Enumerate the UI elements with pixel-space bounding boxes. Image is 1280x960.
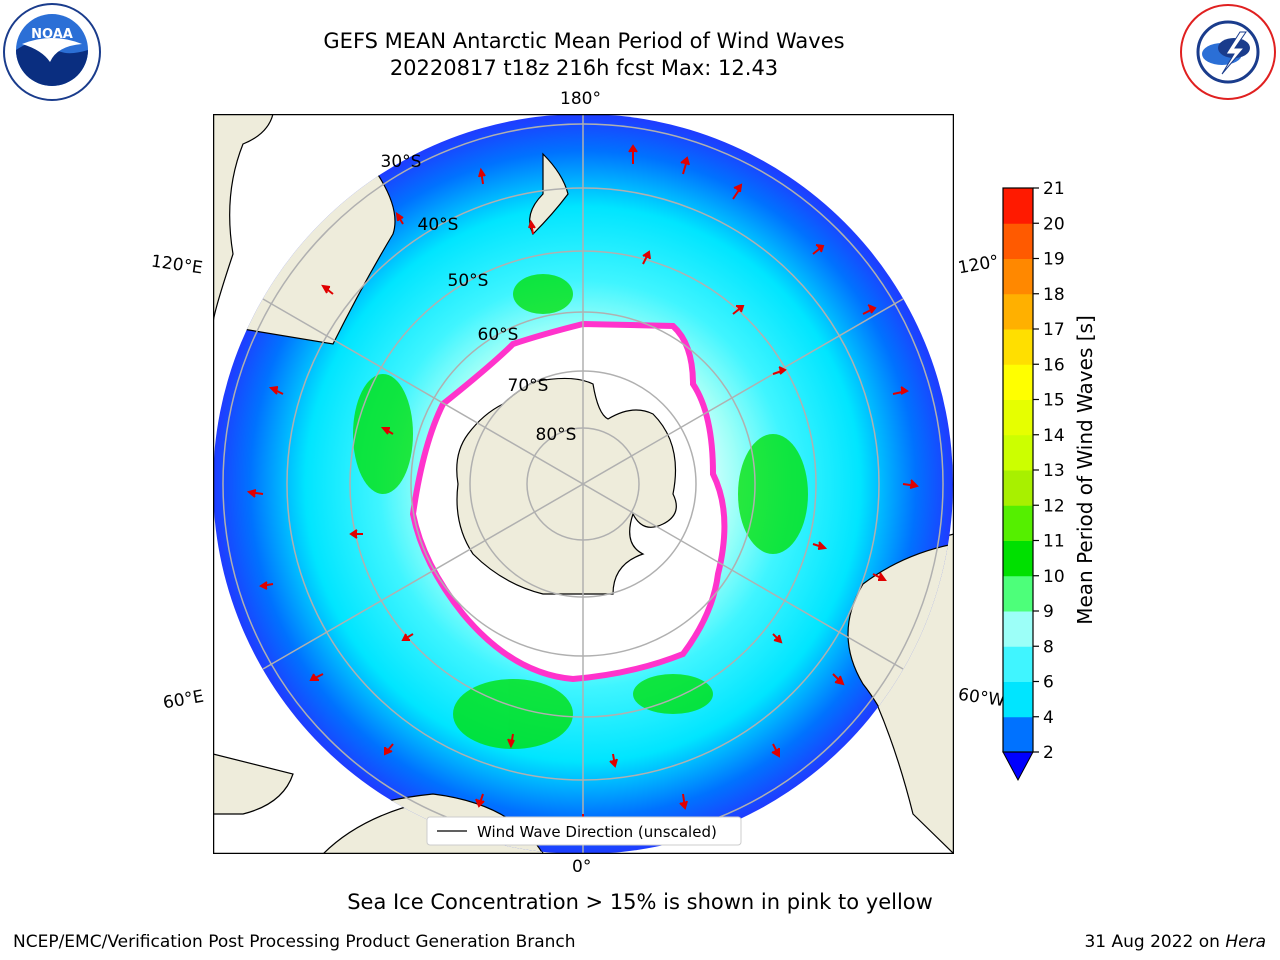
colorbar-segment	[1003, 470, 1033, 506]
noaa-logo-text: NOAA	[31, 27, 73, 42]
lat-label-70s: 70°S	[508, 376, 549, 396]
lat-label-30s: 30°S	[381, 152, 422, 172]
colorbar-segment	[1003, 575, 1033, 612]
colorbar-tick-label: 8	[1043, 637, 1054, 657]
credit-text: NCEP/EMC/Verification Post Processing Pr…	[13, 932, 576, 952]
colorbar: 2 4 6 8 9 10 11 12 13 14 15 16 17 18 19 20 21	[985, 179, 1145, 790]
map-legend: Wind Wave Direction (unscaled)	[426, 816, 742, 846]
lon-label-0: 0°	[572, 857, 592, 877]
colorbar-segment	[1003, 681, 1033, 718]
colorbar-segment	[1003, 399, 1033, 436]
madagascar-land	[213, 753, 294, 815]
colorbar-segment	[1003, 646, 1033, 682]
lat-label-80s: 80°S	[536, 425, 577, 445]
colorbar-tick-label: 10	[1043, 567, 1065, 587]
polar-map: 30°S 40°S 50°S 60°S 70°S 80°S Wind Wave …	[213, 114, 954, 854]
noaa-logo: NOAA	[2, 2, 102, 106]
australia-land	[213, 114, 274, 325]
nws-logo	[1178, 2, 1278, 106]
colorbar-segment	[1003, 223, 1033, 259]
colorbar-tick-label: 17	[1043, 320, 1065, 340]
colorbar-tick-label: 12	[1043, 496, 1065, 516]
colorbar-segment	[1003, 434, 1033, 471]
colorbar-tick-label: 11	[1043, 532, 1065, 552]
colorbar-segment	[1003, 611, 1033, 647]
colorbar-tick-label: 14	[1043, 426, 1065, 446]
legend-label: Wind Wave Direction (unscaled)	[477, 823, 717, 841]
lon-label-120e: 120°E	[149, 251, 204, 279]
colorbar-segment	[1003, 364, 1033, 400]
lon-label-60e: 60°E	[161, 686, 206, 714]
lon-label-180: 180°	[560, 89, 601, 109]
chart-title: GEFS MEAN Antarctic Mean Period of Wind …	[323, 29, 845, 53]
colorbar-tick-label: 18	[1043, 285, 1065, 305]
colorbar-segment	[1003, 293, 1033, 330]
wind-wave-arrows	[246, 144, 919, 830]
chart-subtitle: 20220817 t18z 216h fcst Max: 12.43	[389, 56, 779, 80]
lat-label-60s: 60°S	[478, 325, 519, 345]
date-text: 31 Aug 2022 on Hera	[1084, 932, 1266, 952]
date-value: 31 Aug 2022 on	[1084, 932, 1220, 952]
colorbar-tick-label: 9	[1043, 602, 1054, 622]
colorbar-tick-label: 13	[1043, 461, 1065, 481]
antarctica-land	[456, 377, 677, 595]
colorbar-segment	[1003, 258, 1033, 295]
high-period-patches	[353, 274, 808, 749]
host-name: Hera	[1225, 932, 1266, 952]
colorbar-tick-label: 15	[1043, 391, 1065, 411]
colorbar-segment	[1003, 716, 1033, 753]
colorbar-segment	[1003, 188, 1033, 224]
colorbar-segment	[1003, 540, 1033, 577]
lat-label-40s: 40°S	[418, 215, 459, 235]
colorbar-tick-label: 21	[1043, 180, 1065, 199]
new-zealand-land	[529, 152, 569, 236]
colorbar-tick-label: 16	[1043, 355, 1065, 375]
colorbar-under-arrow	[1002, 751, 1034, 782]
sea-ice-note: Sea Ice Concentration > 15% is shown in …	[347, 890, 933, 914]
colorbar-tick-label: 20	[1043, 214, 1065, 234]
colorbar-tick-label: 6	[1043, 673, 1054, 693]
colorbar-segment	[1003, 329, 1033, 365]
colorbar-tick-label: 19	[1043, 250, 1065, 270]
colorbar-label: Mean Period of Wind Waves [s]	[1073, 315, 1097, 625]
colorbar-tick-label: 4	[1043, 708, 1054, 728]
colorbar-tick-label: 2	[1043, 743, 1054, 763]
lat-label-50s: 50°S	[448, 271, 489, 291]
colorbar-segment	[1003, 505, 1033, 541]
